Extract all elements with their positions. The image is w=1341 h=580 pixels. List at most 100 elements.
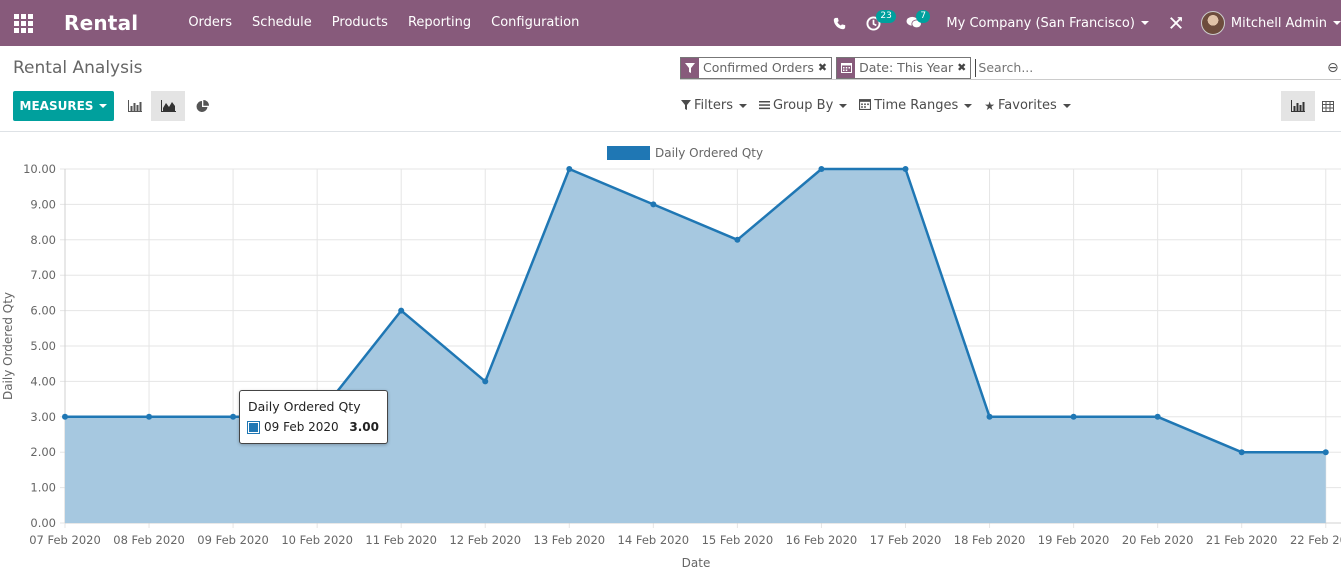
menu-products[interactable]: Products xyxy=(331,15,388,30)
x-tick-label: 07 Feb 2020 xyxy=(29,533,101,547)
data-point xyxy=(482,378,489,385)
y-tick-label: 10.00 xyxy=(23,162,56,176)
x-tick-label: 11 Feb 2020 xyxy=(365,533,437,547)
bar-chart-icon xyxy=(1291,100,1305,112)
menu-orders[interactable]: Orders xyxy=(188,15,233,30)
measures-button[interactable]: MEASURES xyxy=(13,91,114,121)
chevron-down-icon xyxy=(839,103,848,108)
data-point xyxy=(1238,449,1245,456)
activity-count-badge: 23 xyxy=(876,10,896,23)
data-point xyxy=(650,201,657,208)
data-point xyxy=(146,413,153,420)
data-point xyxy=(398,307,405,314)
data-point xyxy=(230,413,237,420)
bar-chart-mode-button[interactable] xyxy=(118,91,152,121)
search-input[interactable] xyxy=(975,58,1327,77)
app-brand[interactable]: Rental xyxy=(64,11,139,35)
favorites-dropdown[interactable]: ★ Favorites xyxy=(984,98,1071,113)
breadcrumb: Rental Analysis xyxy=(13,58,143,78)
y-tick-label: 1.00 xyxy=(30,481,56,495)
timeranges-dropdown[interactable]: Time Ranges xyxy=(859,98,973,113)
x-tick-label: 21 Feb 2020 xyxy=(1206,533,1278,547)
x-axis-title: Date xyxy=(682,556,711,570)
star-icon: ★ xyxy=(984,98,995,113)
company-switcher[interactable]: My Company (San Francisco) xyxy=(936,16,1158,31)
user-menu[interactable]: Mitchell Admin xyxy=(1193,11,1341,35)
filters-dropdown[interactable]: Filters xyxy=(681,98,747,113)
data-point xyxy=(902,166,909,172)
data-point xyxy=(818,166,825,172)
pivot-view-button[interactable] xyxy=(1315,91,1341,121)
x-tick-label: 08 Feb 2020 xyxy=(113,533,185,547)
facet-label: Date: This Year xyxy=(859,60,954,75)
tooltip-title: Daily Ordered Qty xyxy=(248,399,361,414)
phone-icon[interactable] xyxy=(823,0,856,46)
measures-label: MEASURES xyxy=(19,99,94,113)
facet-label: Confirmed Orders xyxy=(703,60,814,75)
area-chart: 0.00 1.00 2.00 3.00 4.00 5.00 6.00 7.00 8.00 9.00… xyxy=(1,146,1341,570)
x-tick-label: 20 Feb 2020 xyxy=(1122,533,1194,547)
x-tick-label: 10 Feb 2020 xyxy=(281,533,353,547)
company-name: My Company (San Francisco) xyxy=(946,15,1135,31)
close-icon[interactable]: ✖ xyxy=(817,61,828,74)
timeranges-label: Time Ranges xyxy=(874,98,959,113)
y-tick-label: 6.00 xyxy=(30,304,56,318)
data-point xyxy=(566,166,573,172)
tooltip-value: 3.00 xyxy=(349,420,379,434)
y-axis-title: Daily Ordered Qty xyxy=(1,292,15,400)
search-facet-filter: Confirmed Orders ✖ xyxy=(680,56,833,79)
top-navbar: Rental Orders Schedule Products Reportin… xyxy=(0,0,1341,46)
groupby-dropdown[interactable]: Group By xyxy=(758,98,848,113)
x-tick-label: 14 Feb 2020 xyxy=(618,533,690,547)
chart-tooltip: Daily Ordered Qty 09 Feb 2020 3.00 xyxy=(239,390,388,444)
filters-label: Filters xyxy=(694,98,733,113)
list-icon xyxy=(758,99,770,113)
x-tick-label: 16 Feb 2020 xyxy=(786,533,858,547)
search-options: Filters Group By Time Ranges ★ Favorites xyxy=(681,98,1083,113)
user-name: Mitchell Admin xyxy=(1230,15,1327,31)
tooltip-swatch xyxy=(247,420,260,434)
avatar xyxy=(1200,11,1225,35)
menu-schedule[interactable]: Schedule xyxy=(252,15,312,30)
data-point xyxy=(986,413,993,420)
menu-configuration[interactable]: Configuration xyxy=(491,15,580,30)
debug-tools-icon[interactable] xyxy=(1159,0,1193,46)
bar-chart-icon xyxy=(128,100,142,112)
favorites-label: Favorites xyxy=(998,98,1057,113)
navbar-right: 23 7 My Company (San Francisco) Mitchell… xyxy=(823,0,1341,46)
x-tick-label: 12 Feb 2020 xyxy=(449,533,521,547)
search-facet-date: Date: This Year ✖ xyxy=(836,56,972,79)
pie-chart-mode-button[interactable] xyxy=(185,91,219,121)
activity-icon[interactable]: 23 xyxy=(856,0,896,46)
y-tick-label: 4.00 xyxy=(30,374,56,388)
x-tick-label: 15 Feb 2020 xyxy=(702,533,774,547)
legend-swatch xyxy=(607,146,650,160)
graph-view-button[interactable] xyxy=(1281,91,1315,121)
apps-menu-icon[interactable] xyxy=(0,0,46,46)
chevron-down-icon xyxy=(1333,21,1341,25)
filter-icon xyxy=(681,99,691,113)
search-bar: Confirmed Orders ✖ Date: This Year ✖ ⊖ xyxy=(680,56,1341,80)
groupby-label: Group By xyxy=(772,98,834,113)
close-icon[interactable]: ✖ xyxy=(957,61,967,74)
search-icon[interactable]: ⊖ xyxy=(1327,59,1339,76)
y-tick-label: 8.00 xyxy=(30,233,56,247)
line-chart-mode-button[interactable] xyxy=(151,91,185,121)
x-tick-label: 09 Feb 2020 xyxy=(197,533,269,547)
table-icon xyxy=(1322,100,1334,112)
messages-icon[interactable]: 7 xyxy=(896,0,936,46)
y-tick-label: 0.00 xyxy=(30,516,56,530)
chevron-down-icon xyxy=(99,104,108,108)
chevron-down-icon xyxy=(1140,21,1149,25)
chevron-down-icon xyxy=(1062,103,1071,108)
y-tick-label: 3.00 xyxy=(30,410,56,424)
tooltip-date: 09 Feb 2020 xyxy=(264,420,339,434)
message-count-badge: 7 xyxy=(916,10,931,23)
pie-chart-icon xyxy=(196,99,209,112)
x-tick-label: 17 Feb 2020 xyxy=(870,533,942,547)
data-point xyxy=(1322,449,1329,456)
data-point xyxy=(734,236,741,243)
y-tick-label: 7.00 xyxy=(30,268,56,282)
y-tick-label: 5.00 xyxy=(30,339,56,353)
menu-reporting[interactable]: Reporting xyxy=(407,15,472,30)
